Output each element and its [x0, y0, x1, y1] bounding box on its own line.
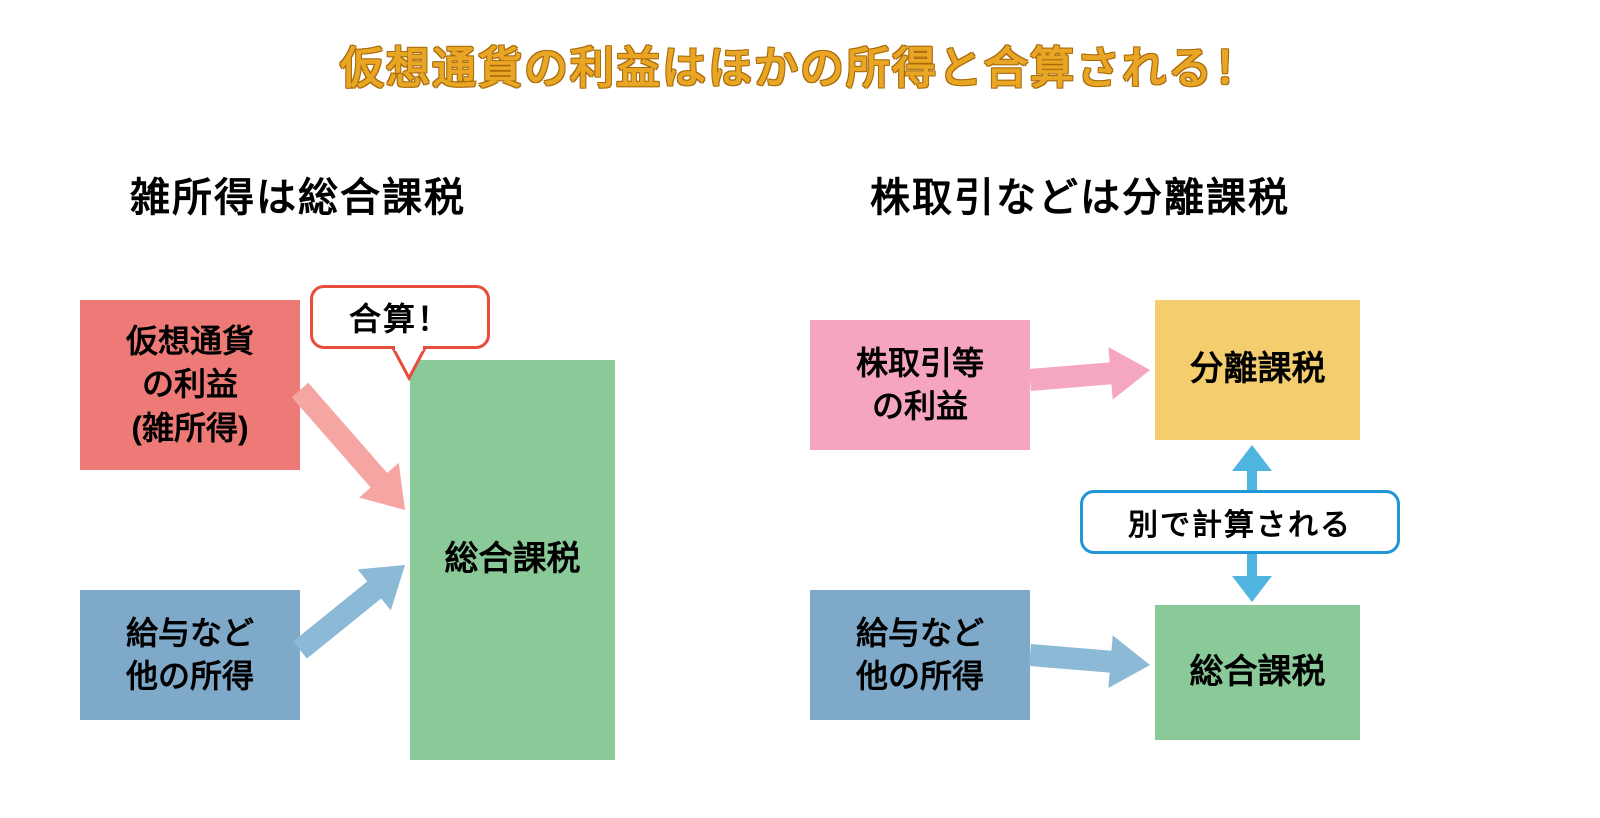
callout-separate-text: 別で計算される [1128, 500, 1352, 544]
double-arrow [0, 0, 1600, 818]
callout-separate: 別で計算される [1080, 490, 1400, 554]
